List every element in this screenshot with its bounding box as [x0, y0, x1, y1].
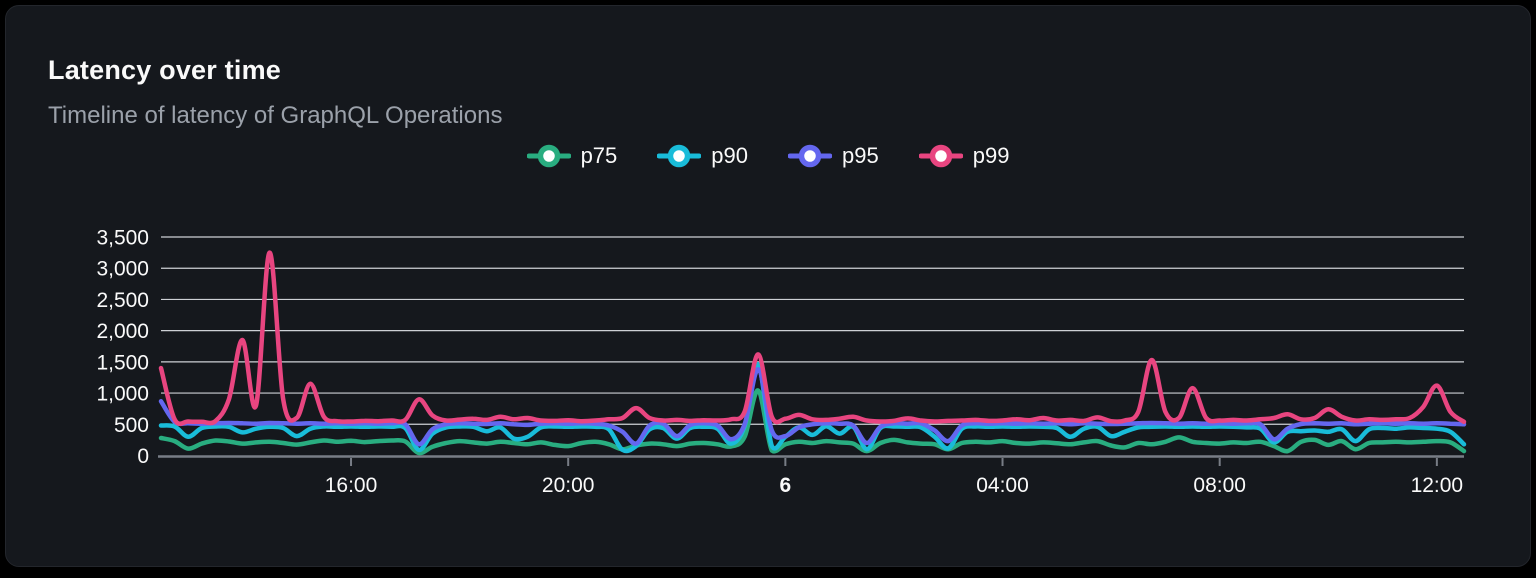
legend-label: p75 [580, 143, 618, 168]
y-axis-label: 2,000 [96, 320, 149, 343]
legend-item-p75[interactable]: p75 [526, 142, 618, 170]
x-axis-label: 6 [780, 474, 792, 497]
chart-title: Latency over time [48, 55, 281, 85]
x-axis-label: 12:00 [1411, 474, 1464, 497]
legend-marker-icon [657, 144, 702, 168]
legend-label: p90 [711, 143, 748, 168]
legend-marker-icon [788, 144, 832, 168]
y-axis-label: 0 [137, 445, 149, 468]
latency-card: Latency over time Timeline of latency of… [5, 5, 1531, 567]
latency-chart: 0 500 1,000 1,500 2,000 2,500 3,000 3,500 16:00 2… [96, 227, 1467, 497]
series-line-p99 [158, 250, 1467, 427]
x-axis-label: 08:00 [1193, 474, 1246, 497]
y-axis-label: 1,500 [96, 351, 149, 374]
legend-item-p95[interactable]: p95 [788, 142, 879, 170]
x-axis-label: 16:00 [325, 474, 378, 497]
chart-subtitle: Timeline of latency of GraphQL Operation… [48, 102, 503, 129]
y-axis-label: 3,000 [96, 258, 149, 281]
y-axis-label: 3,500 [96, 227, 149, 250]
x-axis-label: 04:00 [976, 474, 1029, 497]
legend-marker-icon [918, 144, 963, 168]
legend-item-p99[interactable]: p99 [918, 142, 1010, 170]
series-line-p75 [158, 388, 1467, 456]
y-axis-label: 500 [114, 414, 149, 437]
legend-item-p90[interactable]: p90 [657, 142, 748, 170]
legend-label: p95 [842, 143, 879, 168]
y-axis-label: 1,000 [96, 383, 149, 406]
chart-legend: p75 p90 p95 p99 [6, 142, 1530, 170]
legend-label: p99 [972, 143, 1010, 168]
series-line-p90 [158, 362, 1467, 454]
series-line-p95 [158, 367, 1467, 447]
x-axis-label: 20:00 [542, 474, 595, 497]
legend-marker-icon [526, 144, 571, 168]
y-axis-label: 2,500 [96, 289, 149, 312]
